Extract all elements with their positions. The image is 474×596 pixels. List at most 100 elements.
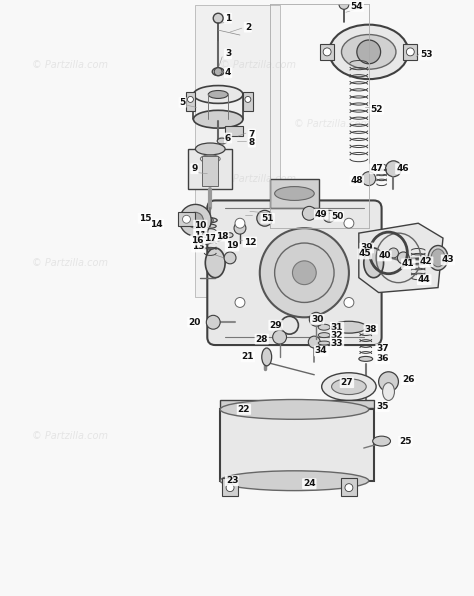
Text: 10: 10 <box>194 221 207 229</box>
Circle shape <box>385 161 401 176</box>
Text: 34: 34 <box>315 346 328 355</box>
Bar <box>222 478 238 495</box>
Circle shape <box>260 228 349 317</box>
Circle shape <box>308 336 320 348</box>
Text: 2: 2 <box>245 23 251 32</box>
Ellipse shape <box>217 138 227 144</box>
Text: 23: 23 <box>226 476 238 485</box>
Text: 4: 4 <box>225 68 231 77</box>
Ellipse shape <box>318 324 330 330</box>
Circle shape <box>206 315 220 329</box>
Ellipse shape <box>193 110 243 128</box>
Ellipse shape <box>220 471 369 491</box>
Circle shape <box>214 68 222 76</box>
Circle shape <box>345 484 353 492</box>
Text: 11: 11 <box>194 231 207 240</box>
Text: 13: 13 <box>192 243 205 252</box>
Ellipse shape <box>383 383 394 401</box>
Bar <box>220 401 374 408</box>
Ellipse shape <box>329 24 408 79</box>
Ellipse shape <box>322 372 376 401</box>
Text: © Partzilla.com: © Partzilla.com <box>32 60 108 70</box>
Bar <box>195 5 280 297</box>
Text: 47: 47 <box>370 164 383 173</box>
Ellipse shape <box>200 238 211 244</box>
Text: 30: 30 <box>311 315 323 324</box>
Circle shape <box>234 222 246 234</box>
Circle shape <box>274 243 334 302</box>
Text: 21: 21 <box>242 352 254 361</box>
Circle shape <box>397 252 410 264</box>
Circle shape <box>339 0 349 10</box>
Ellipse shape <box>373 436 391 446</box>
Bar <box>178 212 195 226</box>
Circle shape <box>344 297 354 308</box>
Circle shape <box>224 252 236 264</box>
Text: 8: 8 <box>249 138 255 147</box>
Circle shape <box>357 40 381 64</box>
Text: 53: 53 <box>420 50 432 60</box>
Text: 51: 51 <box>262 214 274 223</box>
Text: 18: 18 <box>216 232 228 241</box>
Text: 3: 3 <box>225 49 231 58</box>
Ellipse shape <box>195 143 225 155</box>
Ellipse shape <box>193 86 243 103</box>
Ellipse shape <box>225 232 233 238</box>
Ellipse shape <box>205 248 225 278</box>
Text: 48: 48 <box>350 176 363 185</box>
Text: © Partzilla.com: © Partzilla.com <box>220 60 296 70</box>
Bar <box>220 409 374 481</box>
Text: 42: 42 <box>420 257 432 266</box>
Text: 22: 22 <box>237 405 250 414</box>
Polygon shape <box>359 224 443 293</box>
Ellipse shape <box>220 399 369 420</box>
Text: 17: 17 <box>204 234 217 243</box>
Circle shape <box>406 48 414 56</box>
Ellipse shape <box>212 235 222 241</box>
Circle shape <box>182 215 191 224</box>
Ellipse shape <box>431 249 445 267</box>
Circle shape <box>292 261 316 285</box>
Text: 43: 43 <box>442 255 454 265</box>
Bar <box>202 156 218 185</box>
Text: 36: 36 <box>376 355 389 364</box>
Text: 15: 15 <box>139 214 151 223</box>
Text: 9: 9 <box>191 164 198 173</box>
Bar <box>185 92 195 111</box>
Text: 54: 54 <box>350 2 363 11</box>
Ellipse shape <box>208 91 228 98</box>
Text: 29: 29 <box>269 321 282 330</box>
Circle shape <box>379 372 399 392</box>
Circle shape <box>226 484 234 492</box>
Text: 20: 20 <box>188 318 201 327</box>
Bar <box>320 44 334 60</box>
Ellipse shape <box>341 35 396 69</box>
Text: © Partzilla.com: © Partzilla.com <box>32 431 108 441</box>
Text: 49: 49 <box>315 210 328 219</box>
Text: 28: 28 <box>255 334 268 344</box>
Ellipse shape <box>332 321 366 333</box>
Text: 46: 46 <box>396 164 409 173</box>
Text: 41: 41 <box>402 259 415 268</box>
Circle shape <box>257 210 273 226</box>
Ellipse shape <box>274 187 314 200</box>
Circle shape <box>362 172 376 185</box>
Text: 27: 27 <box>341 378 353 387</box>
Ellipse shape <box>203 218 217 223</box>
Circle shape <box>213 13 223 23</box>
FancyBboxPatch shape <box>207 200 382 345</box>
Text: 1: 1 <box>225 14 231 23</box>
Text: 38: 38 <box>365 325 377 334</box>
Circle shape <box>235 218 245 228</box>
Text: 6: 6 <box>225 134 231 142</box>
Text: 39: 39 <box>360 244 373 253</box>
Circle shape <box>344 218 354 228</box>
Circle shape <box>180 204 211 236</box>
Text: 16: 16 <box>191 235 204 244</box>
Text: 31: 31 <box>331 322 343 332</box>
Bar <box>189 149 232 188</box>
Ellipse shape <box>428 246 448 270</box>
Ellipse shape <box>262 348 272 366</box>
Bar <box>341 478 357 495</box>
Ellipse shape <box>364 248 383 278</box>
